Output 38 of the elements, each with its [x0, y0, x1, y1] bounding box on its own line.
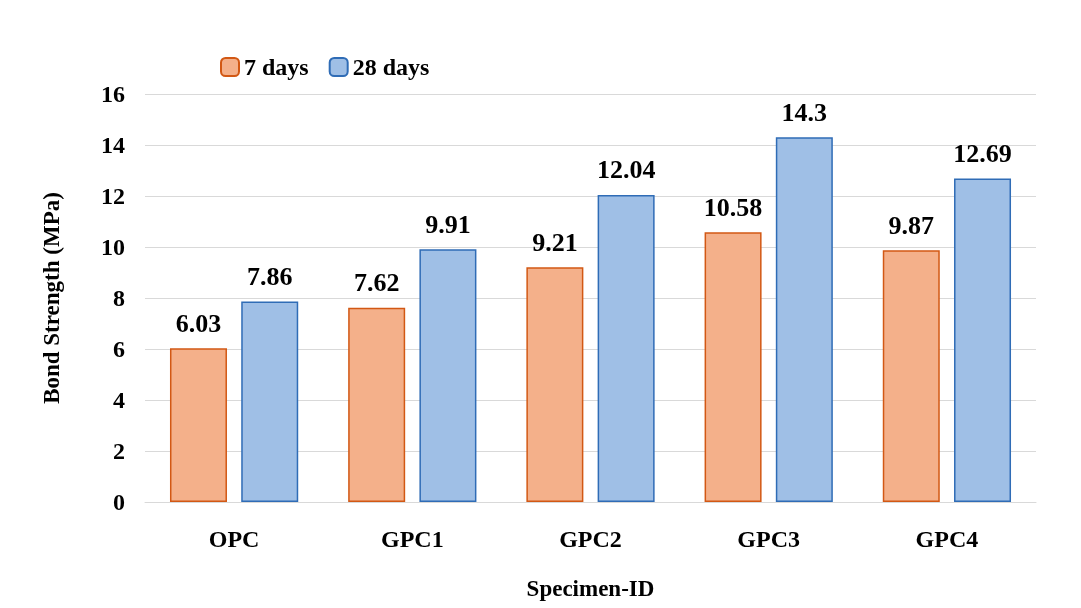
x-axis-title: Specimen-ID [526, 576, 655, 601]
y-tick-label: 6 [113, 336, 125, 362]
y-tick-label: 10 [101, 234, 125, 260]
data-label: 12.69 [953, 138, 1012, 168]
data-label: 9.91 [425, 209, 471, 239]
bar [348, 307, 406, 502]
x-tick-label: GPC2 [559, 526, 622, 552]
data-label: 14.3 [781, 97, 828, 127]
data-label: 10.58 [703, 192, 763, 222]
y-tick-label: 12 [101, 183, 125, 209]
data-label: 9.87 [888, 210, 935, 240]
bar [169, 348, 227, 502]
x-tick-label: GPC4 [915, 526, 979, 552]
y-tick-label: 14 [101, 132, 125, 158]
y-tick-label: 2 [113, 438, 125, 464]
x-tick-label: GPC3 [737, 526, 801, 552]
data-label: 6.03 [175, 308, 222, 338]
legend-label: 28 days [352, 54, 430, 80]
legend-label: 7 days [244, 54, 309, 80]
bar [954, 178, 1012, 502]
bar [704, 232, 762, 502]
data-label: 12.04 [596, 155, 656, 185]
data-label: 7.62 [353, 268, 400, 298]
data-label: 9.21 [532, 227, 578, 257]
x-tick-label: OPC [208, 526, 260, 552]
y-tick-label: 4 [113, 387, 125, 413]
bar [241, 301, 299, 502]
bar [419, 249, 477, 502]
y-tick-label: 8 [113, 285, 125, 311]
x-tick-label: GPC1 [380, 526, 444, 552]
y-tick-label: 0 [113, 489, 125, 515]
y-axis-title: Bond Strength (MPa) [39, 192, 64, 404]
bar [775, 137, 833, 502]
bar [882, 250, 940, 502]
data-label: 7.86 [246, 262, 293, 292]
y-tick-label: 16 [101, 81, 125, 107]
bar [526, 267, 584, 502]
bar [597, 194, 655, 502]
